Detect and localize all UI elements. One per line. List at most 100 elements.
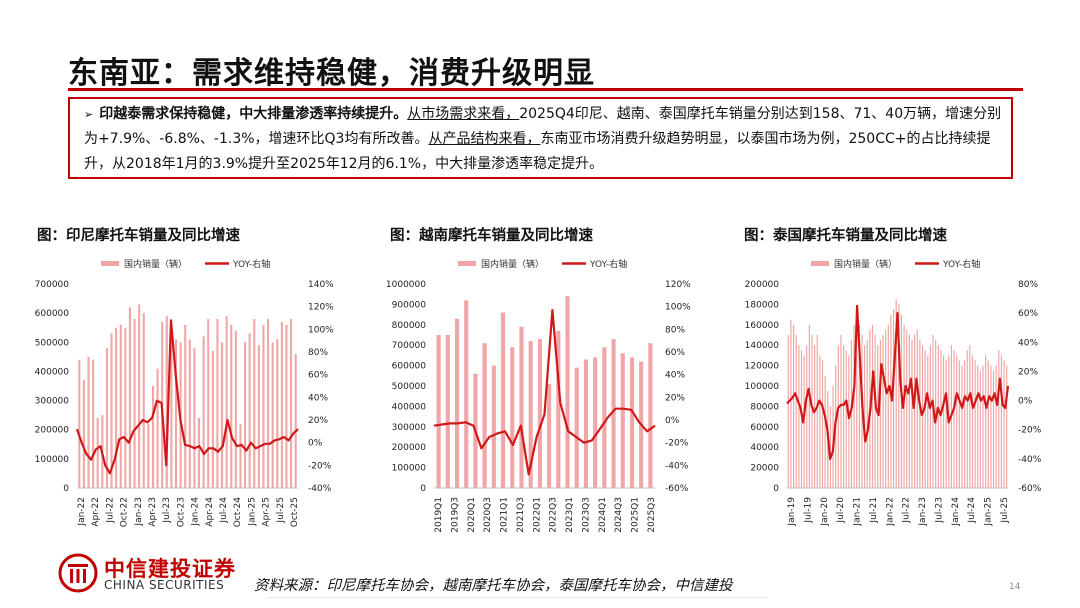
sales-bar bbox=[824, 375, 826, 488]
sales-bar bbox=[921, 345, 924, 488]
sales-bar bbox=[832, 386, 834, 488]
sales-bar bbox=[138, 304, 141, 488]
y-left-tick: 300000 bbox=[392, 423, 427, 433]
sales-bar bbox=[787, 335, 789, 488]
sales-bar bbox=[510, 347, 515, 488]
sales-bar bbox=[629, 357, 635, 488]
summary-text-2: 东南亚市场消费升级趋势明显，以泰国市场为例，250CC+的占比持续提升，从201… bbox=[84, 131, 991, 172]
sales-bar bbox=[821, 360, 824, 488]
x-tick: Jan-24 bbox=[191, 497, 201, 527]
sales-bar bbox=[133, 318, 136, 488]
sales-bar bbox=[648, 343, 653, 488]
chart-title-vietnam: 图：越南摩托车销量及同比增速 bbox=[390, 228, 593, 244]
x-tick: 2019Q1 bbox=[434, 497, 444, 533]
y-left-tick: 500000 bbox=[35, 338, 70, 348]
sales-bar bbox=[197, 418, 201, 488]
sales-bar bbox=[942, 355, 945, 488]
y-left-tick: 0 bbox=[420, 484, 426, 494]
x-tick: Jan-24 bbox=[951, 497, 961, 527]
sales-bar bbox=[565, 296, 570, 488]
y-left-tick: 120000 bbox=[745, 362, 780, 372]
sales-bar bbox=[253, 318, 256, 488]
source-note: 资料来源：印尼摩托车协会，越南摩托车协会，泰国摩托车协会，中信建投 bbox=[254, 578, 733, 594]
y-right-tick: 60% bbox=[1018, 309, 1038, 319]
sales-bar bbox=[990, 365, 992, 488]
sales-bar bbox=[276, 339, 279, 488]
legend-bar-swatch bbox=[101, 261, 119, 266]
x-tick: Jul-22 bbox=[105, 497, 115, 524]
sales-bar bbox=[170, 330, 173, 488]
y-left-tick: 80000 bbox=[750, 402, 779, 412]
x-tick: 2020Q3 bbox=[483, 497, 493, 533]
x-tick: Jan-23 bbox=[918, 497, 928, 527]
x-tick: Apr-25 bbox=[262, 497, 272, 527]
sales-bar bbox=[882, 335, 884, 488]
x-tick: Jan-22 bbox=[77, 497, 87, 527]
sales-bar bbox=[979, 370, 981, 488]
sales-bar bbox=[864, 345, 866, 488]
sales-bar bbox=[1006, 365, 1008, 488]
legend-bar-label: 国内销量（辆） bbox=[481, 258, 544, 270]
y-right-tick: 0% bbox=[308, 439, 323, 449]
sales-bar bbox=[842, 345, 845, 488]
y-right-tick: -40% bbox=[665, 461, 689, 471]
sales-bar bbox=[445, 335, 450, 488]
sales-bar bbox=[193, 348, 196, 488]
y-left-tick: 0 bbox=[63, 484, 69, 494]
sales-bar bbox=[953, 350, 955, 488]
legend-line-label: YOY-右轴 bbox=[232, 258, 270, 270]
chart-title-indonesia: 图：印尼摩托车销量及同比增速 bbox=[37, 228, 240, 244]
x-tick: 2025Q3 bbox=[647, 497, 657, 533]
sales-bar bbox=[82, 380, 85, 488]
sales-bar bbox=[537, 339, 542, 488]
x-tick: Jul-20 bbox=[836, 497, 846, 524]
sales-bar bbox=[814, 345, 816, 488]
sales-bar bbox=[856, 309, 858, 488]
y-left-tick: 700000 bbox=[35, 280, 70, 290]
y-left-tick: 200000 bbox=[745, 280, 780, 290]
y-left-tick: 100000 bbox=[35, 455, 70, 465]
sales-bar bbox=[798, 345, 800, 488]
sales-bar bbox=[808, 324, 810, 488]
y-left-tick: 40000 bbox=[750, 443, 779, 453]
sales-bar bbox=[800, 350, 803, 488]
yoy-line bbox=[433, 308, 656, 476]
sales-bar bbox=[937, 345, 939, 488]
sales-bar bbox=[142, 313, 145, 488]
sales-bar bbox=[819, 355, 821, 488]
y-right-tick: 80% bbox=[665, 325, 685, 335]
x-tick: Jul-23 bbox=[934, 497, 944, 524]
sales-bar bbox=[96, 418, 99, 488]
x-tick: Jan-25 bbox=[984, 497, 994, 527]
sales-bar bbox=[811, 335, 813, 488]
sales-bar bbox=[464, 300, 469, 488]
footer-divider bbox=[268, 597, 768, 598]
sales-bar bbox=[971, 355, 974, 488]
sales-bar bbox=[879, 340, 881, 488]
yoy-line bbox=[75, 319, 299, 475]
logo-cn-text: 中信建投证券 bbox=[104, 557, 236, 581]
y-left-tick: 400000 bbox=[35, 367, 70, 377]
y-left-tick: 400000 bbox=[392, 402, 427, 412]
sales-bar bbox=[850, 340, 853, 488]
sales-bar bbox=[105, 348, 108, 488]
sales-bar bbox=[956, 355, 958, 488]
page-title: 东南亚：需求维持稳健，消费升级明显 bbox=[68, 56, 595, 91]
sales-bar bbox=[966, 350, 968, 488]
sales-bar bbox=[184, 324, 187, 488]
legend-line-label: YOY-右轴 bbox=[589, 258, 627, 270]
sales-bar bbox=[207, 318, 210, 488]
sales-bar bbox=[998, 350, 1000, 488]
sales-bar bbox=[271, 342, 274, 488]
sales-bar bbox=[78, 359, 81, 488]
sales-bar bbox=[848, 355, 850, 488]
sales-bar bbox=[151, 386, 155, 488]
y-left-tick: 300000 bbox=[35, 397, 70, 407]
x-tick: Jan-23 bbox=[134, 497, 144, 527]
x-tick: Oct-25 bbox=[290, 497, 300, 527]
x-tick: 2019Q3 bbox=[450, 497, 460, 533]
x-tick: Jul-24 bbox=[967, 497, 977, 524]
yoy-line bbox=[786, 304, 1010, 460]
x-tick: Oct-22 bbox=[120, 497, 130, 527]
sales-bar bbox=[257, 345, 260, 488]
